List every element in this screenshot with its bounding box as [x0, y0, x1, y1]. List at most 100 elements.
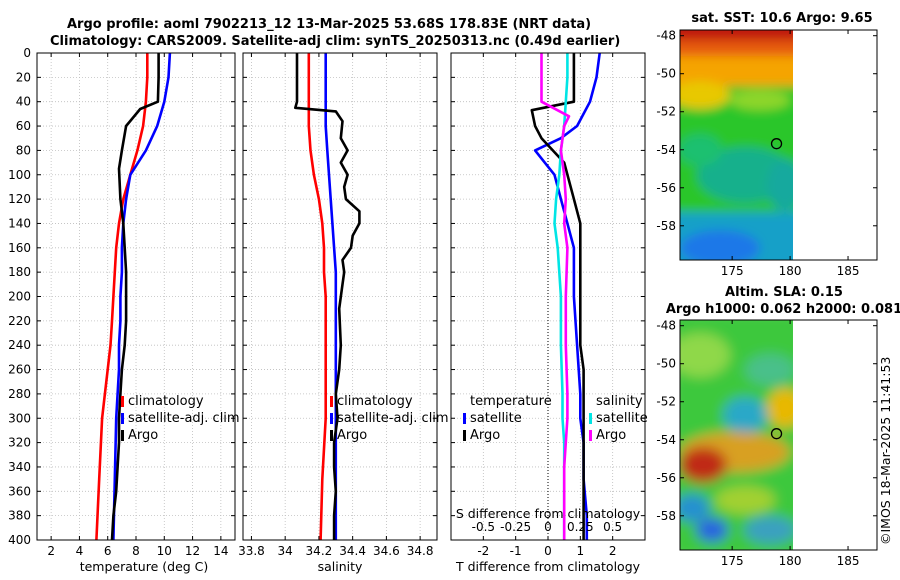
series-line-argo: [110, 53, 160, 541]
y-tick-label: 180: [8, 265, 31, 279]
y-tick-label: 60: [16, 119, 31, 133]
y-tick-label: 100: [8, 168, 31, 182]
temperature-legend: climatology satellite-adj. clim Argo: [121, 394, 240, 443]
y-tick-label: 160: [8, 241, 31, 255]
y-tick-label: -50: [656, 67, 676, 81]
salinity-legend: climatology satellite-adj. clim Argo: [330, 394, 449, 443]
temperature-xlabel: temperature (deg C): [80, 559, 209, 574]
y-tick-label: 240: [8, 338, 31, 352]
y-tick-label: 300: [8, 411, 31, 425]
legend-swatch-satellite: [330, 413, 333, 424]
x-tick-label: 34.2: [306, 544, 333, 558]
main-title-line1: Argo profile: aoml 7902213_12 13-Mar-202…: [67, 17, 591, 32]
sla-heatmap: [680, 320, 793, 550]
legend-label-satellite: satellite-adj. clim: [337, 411, 449, 426]
y-tick-label: 280: [8, 387, 31, 401]
x-tick-label: 185: [837, 264, 860, 278]
y-tick-label: 220: [8, 314, 31, 328]
y-tick-label: -58: [656, 219, 676, 233]
y-tick-label: -50: [656, 357, 676, 371]
x-tick-label: 8: [132, 544, 140, 558]
x-tick-label: 175: [721, 554, 744, 568]
y-tick-label: 120: [8, 192, 31, 206]
legend-label-s-satellite: satellite: [596, 411, 648, 426]
x-tick-label: 2: [609, 544, 617, 558]
sla-title-line2: Argo h1000: 0.062 h2000: 0.081: [666, 302, 900, 317]
legend-swatch-climatology: [330, 396, 333, 407]
salinity-xlabel: salinity: [318, 559, 363, 574]
series-line-s-argo: [540, 53, 571, 540]
legend-label-s-argo: Argo: [596, 428, 626, 443]
x-tick-label: 34.4: [339, 544, 366, 558]
y-tick-label: 260: [8, 363, 31, 377]
legend-swatch-satellite: [121, 413, 124, 424]
legend-swatch-climatology: [121, 396, 124, 407]
x-tick-label: 34.8: [407, 544, 434, 558]
difference-x2label: S difference from climatology: [456, 506, 641, 521]
salinity-panel: 33.8 34 34.2 34.4 34.6 34.8: [238, 52, 438, 558]
difference-legend: temperature salinity satellite Argo sate…: [463, 394, 648, 443]
x-tick-label: 175: [721, 264, 744, 278]
series-line-argo: [293, 53, 361, 540]
sst-map-axes: 175 180 185 -48 -50 -52 -54 -56 -58: [656, 29, 878, 278]
y-tick-label: 80: [16, 143, 31, 157]
legend-label-satellite: satellite-adj. clim: [128, 411, 240, 426]
y-tick-label: -56: [656, 181, 676, 195]
legend-label-t-argo: Argo: [470, 428, 500, 443]
legend-swatch-s-satellite: [589, 413, 592, 424]
y-tick-label: 320: [8, 436, 31, 450]
y-tick-label: 0: [23, 46, 31, 60]
x-tick-label: 34.6: [373, 544, 400, 558]
series-line-satellite-adj-clim: [112, 52, 172, 541]
y-tick-label: -56: [656, 471, 676, 485]
series-line-t-argo: [530, 53, 585, 540]
y-tick-label: 40: [16, 95, 31, 109]
x-tick-label: 6: [104, 544, 112, 558]
legend-swatch-argo: [330, 430, 333, 441]
y-tick-label: 340: [8, 460, 31, 474]
x-tick-label: 12: [185, 544, 200, 558]
y-tick-label: 140: [8, 216, 31, 230]
sla-title-line1: Altim. SLA: 0.15: [725, 285, 843, 300]
main-title-line2: Climatology: CARS2009. Satellite-adj cli…: [50, 34, 620, 49]
y-tick-label: -52: [656, 105, 676, 119]
legend-swatch-t-argo: [463, 430, 466, 441]
x-tick-label: 4: [76, 544, 84, 558]
x-tick-label: -1: [510, 544, 522, 558]
argo-position-marker: [770, 428, 783, 440]
x-tick-label: 180: [779, 264, 802, 278]
sst-heatmap: [680, 30, 793, 260]
legend-label-climatology: climatology: [128, 394, 204, 409]
x-tick-label: 1: [577, 544, 585, 558]
x-tick-label: -2: [477, 544, 489, 558]
y-tick-label: -54: [656, 433, 676, 447]
y-tick-label: 400: [8, 533, 31, 547]
y-tick-label: 360: [8, 484, 31, 498]
x2-tick-label: 0.5: [603, 520, 622, 534]
x-tick-label: 185: [837, 554, 860, 568]
x-tick-label: 2: [47, 544, 55, 558]
x-tick-label: 10: [157, 544, 172, 558]
temperature-panel: 2 4 6 8 10 12 14020406080100120140160180200220…: [8, 46, 236, 558]
imos-watermark: ©IMOS 18-Mar-2025 11:41:53: [878, 357, 893, 545]
series-line-climatology: [95, 53, 149, 541]
series-line-climatology: [307, 53, 328, 541]
legend-title-temperature: temperature: [470, 394, 552, 409]
map-frame: [679, 29, 878, 261]
x-tick-label: 0: [544, 544, 552, 558]
legend-label-argo: Argo: [128, 428, 158, 443]
y-tick-label: 200: [8, 290, 31, 304]
x-tick-label: 33.8: [238, 544, 265, 558]
x2-tick-label: -0.5: [472, 520, 495, 534]
x2-tick-label: 0.25: [567, 520, 594, 534]
x-tick-label: 180: [779, 554, 802, 568]
y-tick-label: 20: [16, 70, 31, 84]
map-frame: [679, 319, 878, 551]
y-tick-label: -48: [656, 319, 676, 333]
y-tick-label: -48: [656, 29, 676, 43]
difference-xlabel: T difference from climatology: [455, 559, 641, 574]
x2-tick-label: -0.25: [500, 520, 531, 534]
legend-label-argo: Argo: [337, 428, 367, 443]
legend-swatch-argo: [121, 430, 124, 441]
